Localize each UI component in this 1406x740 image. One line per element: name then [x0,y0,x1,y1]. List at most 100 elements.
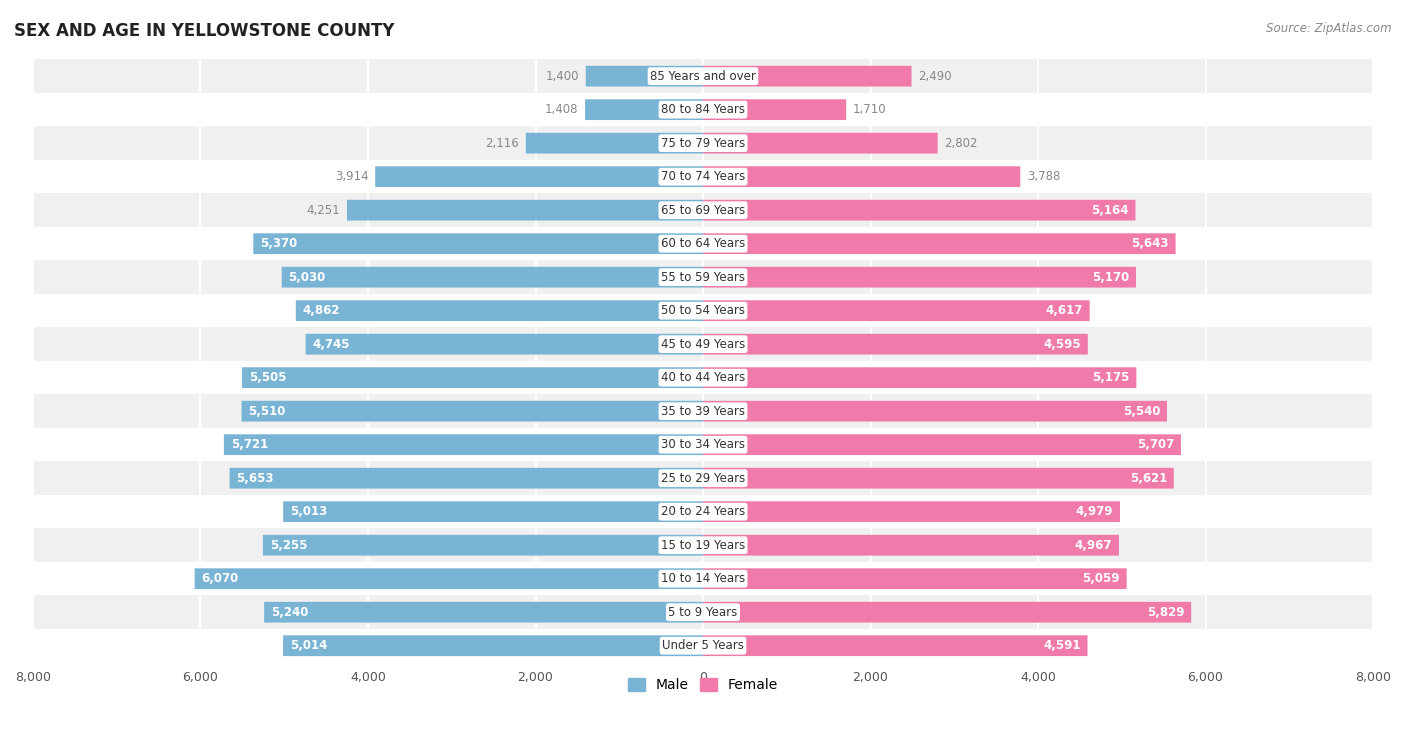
Text: 60 to 64 Years: 60 to 64 Years [661,237,745,250]
Text: 4,979: 4,979 [1076,505,1114,518]
Text: 4,591: 4,591 [1043,639,1081,652]
FancyBboxPatch shape [242,367,703,388]
Text: 4,251: 4,251 [307,204,340,217]
Text: 30 to 34 Years: 30 to 34 Years [661,438,745,451]
Text: 5,653: 5,653 [236,471,274,485]
Bar [32,160,1374,193]
Text: 5,013: 5,013 [290,505,328,518]
FancyBboxPatch shape [263,535,703,556]
Text: 55 to 59 Years: 55 to 59 Years [661,271,745,283]
FancyBboxPatch shape [703,99,846,120]
Text: 20 to 24 Years: 20 to 24 Years [661,505,745,518]
Bar [32,59,1374,93]
Text: 65 to 69 Years: 65 to 69 Years [661,204,745,217]
Legend: Male, Female: Male, Female [623,673,783,698]
Text: 5,164: 5,164 [1091,204,1129,217]
Text: 5,255: 5,255 [270,539,307,552]
Bar [32,127,1374,160]
Text: 25 to 29 Years: 25 to 29 Years [661,471,745,485]
FancyBboxPatch shape [703,132,938,153]
Text: 40 to 44 Years: 40 to 44 Years [661,371,745,384]
Text: 1,710: 1,710 [853,103,887,116]
Text: 35 to 39 Years: 35 to 39 Years [661,405,745,417]
Text: 4,595: 4,595 [1043,337,1081,351]
Bar [32,327,1374,361]
Bar [32,93,1374,127]
Text: 4,967: 4,967 [1074,539,1112,552]
Text: 3,788: 3,788 [1026,170,1060,184]
Text: 75 to 79 Years: 75 to 79 Years [661,137,745,149]
Text: 15 to 19 Years: 15 to 19 Years [661,539,745,552]
Text: 5,240: 5,240 [271,606,308,619]
Text: 6,070: 6,070 [201,572,239,585]
FancyBboxPatch shape [703,636,1087,656]
Text: 5,707: 5,707 [1137,438,1174,451]
Bar [32,562,1374,596]
FancyBboxPatch shape [585,99,703,120]
FancyBboxPatch shape [194,568,703,589]
Bar [32,294,1374,327]
FancyBboxPatch shape [703,501,1121,522]
Text: 5,829: 5,829 [1147,606,1184,619]
Text: 5,721: 5,721 [231,438,267,451]
Text: 50 to 54 Years: 50 to 54 Years [661,304,745,317]
Text: 2,116: 2,116 [485,137,519,149]
Bar [32,193,1374,227]
Text: 5,370: 5,370 [260,237,297,250]
FancyBboxPatch shape [703,66,911,87]
FancyBboxPatch shape [703,267,1136,288]
FancyBboxPatch shape [703,166,1021,187]
Text: Source: ZipAtlas.com: Source: ZipAtlas.com [1267,22,1392,36]
FancyBboxPatch shape [703,568,1126,589]
Text: 4,862: 4,862 [302,304,340,317]
Text: 3,914: 3,914 [335,170,368,184]
Bar [32,629,1374,662]
Bar [32,495,1374,528]
Text: 2,802: 2,802 [945,137,977,149]
FancyBboxPatch shape [703,200,1136,221]
Text: 5,621: 5,621 [1129,471,1167,485]
FancyBboxPatch shape [281,267,703,288]
FancyBboxPatch shape [703,602,1191,622]
Text: SEX AND AGE IN YELLOWSTONE COUNTY: SEX AND AGE IN YELLOWSTONE COUNTY [14,22,395,40]
Text: 4,617: 4,617 [1046,304,1083,317]
Bar [32,428,1374,462]
FancyBboxPatch shape [703,334,1088,354]
FancyBboxPatch shape [224,434,703,455]
FancyBboxPatch shape [526,132,703,153]
FancyBboxPatch shape [229,468,703,488]
FancyBboxPatch shape [242,401,703,422]
Text: 5,014: 5,014 [290,639,328,652]
Text: 45 to 49 Years: 45 to 49 Years [661,337,745,351]
Bar [32,361,1374,394]
FancyBboxPatch shape [703,300,1090,321]
Text: 1,408: 1,408 [546,103,578,116]
FancyBboxPatch shape [347,200,703,221]
Bar [32,394,1374,428]
FancyBboxPatch shape [703,535,1119,556]
Text: 5,030: 5,030 [288,271,326,283]
Text: 10 to 14 Years: 10 to 14 Years [661,572,745,585]
Text: 5,510: 5,510 [249,405,285,417]
Text: 5,505: 5,505 [249,371,287,384]
Bar [32,227,1374,260]
Text: 5,059: 5,059 [1083,572,1121,585]
FancyBboxPatch shape [703,468,1174,488]
FancyBboxPatch shape [703,434,1181,455]
FancyBboxPatch shape [295,300,703,321]
FancyBboxPatch shape [703,367,1136,388]
Text: 80 to 84 Years: 80 to 84 Years [661,103,745,116]
Text: 4,745: 4,745 [312,337,350,351]
Text: 70 to 74 Years: 70 to 74 Years [661,170,745,184]
Text: 5,643: 5,643 [1132,237,1168,250]
FancyBboxPatch shape [264,602,703,622]
FancyBboxPatch shape [283,636,703,656]
Bar [32,596,1374,629]
Text: 5,175: 5,175 [1092,371,1129,384]
Text: 1,400: 1,400 [546,70,579,83]
FancyBboxPatch shape [305,334,703,354]
FancyBboxPatch shape [253,233,703,254]
Text: 5,540: 5,540 [1123,405,1160,417]
Text: 5,170: 5,170 [1092,271,1129,283]
Text: 2,490: 2,490 [918,70,952,83]
